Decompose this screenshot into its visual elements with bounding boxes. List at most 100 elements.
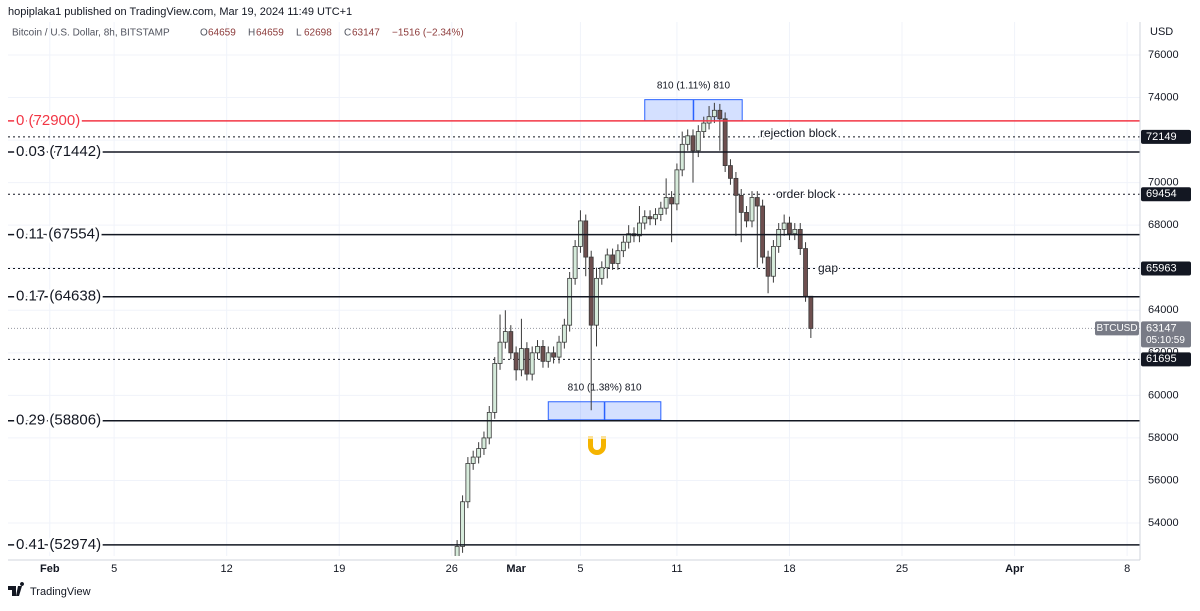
y-tick-label: 56000 [1148, 474, 1179, 486]
candle-body [578, 220, 583, 247]
candle-body [470, 456, 476, 464]
symbol: Bitcoin / U.S. Dollar, 8h, BITSTAMP [12, 28, 170, 39]
candle-body [615, 250, 621, 264]
candle-body [535, 346, 540, 354]
measure-label: 810 (1.11%) 810 [657, 80, 731, 91]
last-price-label: 63147 [1146, 322, 1177, 334]
price-tag [1141, 129, 1191, 144]
price-tag-label: 65963 [1146, 262, 1177, 274]
y-tick-label: 74000 [1148, 91, 1179, 103]
last-price-tag [1141, 321, 1191, 348]
candle-body [674, 169, 680, 205]
candle-body [787, 222, 792, 235]
price-tag-label: 69454 [1146, 188, 1177, 200]
candle-body [808, 295, 814, 329]
candle-body [513, 352, 519, 371]
candle-body [728, 165, 733, 179]
candle-body [642, 216, 648, 224]
candle-body [529, 352, 535, 375]
candle-body [460, 501, 465, 547]
level-label: 0.41 (52974) [16, 536, 101, 553]
candle-body [690, 135, 696, 152]
ohlc-key: L [296, 28, 302, 39]
ohlc-value: 63147 [352, 28, 380, 39]
x-tick-label: 5 [111, 563, 117, 575]
level-label: 0.29 (58806) [16, 412, 101, 429]
candle-body [588, 256, 594, 326]
y-tick-label: 70000 [1148, 177, 1179, 189]
candle-body [744, 212, 749, 222]
ohlc-value: 64659 [256, 28, 284, 39]
x-tick-label: 5 [577, 563, 583, 575]
candle-body [653, 214, 658, 220]
candle-body [781, 222, 787, 230]
candle-body [626, 233, 632, 243]
symbol-tag [1095, 321, 1139, 336]
annotation: gap [818, 261, 838, 275]
price-tag-label: 61695 [1146, 353, 1177, 365]
candle-body [486, 411, 492, 439]
candle-body [481, 437, 487, 449]
candle-body [561, 324, 567, 343]
candle-body [706, 116, 712, 124]
level-label: 0.17 (64638) [16, 288, 101, 305]
candle-body [583, 220, 589, 258]
candle-body [476, 448, 482, 458]
candle-body [502, 331, 508, 343]
candle-body [599, 267, 605, 279]
candle-body [749, 197, 755, 222]
annotation: rejection block [760, 126, 838, 140]
x-tick-label: 26 [446, 563, 458, 575]
candle-body [567, 277, 573, 326]
candle-body [754, 197, 760, 207]
candle-body [610, 254, 615, 264]
x-tick-label: Apr [1005, 563, 1025, 575]
candle-body [776, 229, 782, 247]
y-tick-label: 60000 [1148, 389, 1179, 401]
ohlc-key: C [344, 28, 351, 39]
candle-body [465, 463, 471, 503]
level-label: 0 (72900) [16, 112, 80, 129]
level-label: 0.11 (67554) [16, 226, 100, 243]
x-tick-label: 11 [671, 563, 682, 575]
candle-body [792, 229, 798, 235]
candle-body [685, 135, 691, 145]
candle-body [765, 256, 771, 277]
candle-body [770, 246, 776, 277]
x-tick-label: 12 [221, 563, 233, 575]
x-tick-label: 8 [1124, 563, 1130, 575]
candle-body [695, 131, 701, 152]
ohlc-key: H [248, 28, 255, 39]
candle-body [497, 341, 503, 364]
y-tick-label: 76000 [1148, 49, 1179, 61]
candle-body [545, 352, 551, 362]
countdown: 05:10:59 [1146, 335, 1185, 346]
candle-body [594, 277, 599, 326]
candle-body [604, 254, 610, 269]
candle-body [572, 246, 578, 279]
candle-body [663, 197, 669, 209]
candle-body [797, 229, 803, 249]
annotation: order block [776, 187, 836, 201]
ohlc-key: O [200, 28, 208, 39]
candle-body [760, 205, 766, 258]
candle-body [508, 331, 514, 354]
candle-body [540, 346, 546, 362]
y-tick-label: 58000 [1148, 432, 1179, 444]
candle-body [620, 241, 626, 252]
y-tick-label: 64000 [1148, 304, 1179, 316]
ohlc-value: 64659 [208, 28, 236, 39]
candle-body [647, 216, 653, 220]
candle-body [637, 222, 642, 237]
currency: USD [1150, 26, 1173, 38]
candle-body [524, 348, 530, 375]
candle-body [722, 118, 728, 167]
tradingview-logo: TradingView [8, 582, 91, 598]
magnet-icon [588, 436, 606, 455]
publisher: hopiplaka1 published on TradingView.com,… [8, 6, 352, 18]
candle-body [492, 363, 498, 413]
legend: Bitcoin / U.S. Dollar, 8h, BITSTAMP O 646… [12, 28, 464, 39]
plot [8, 99, 1140, 556]
